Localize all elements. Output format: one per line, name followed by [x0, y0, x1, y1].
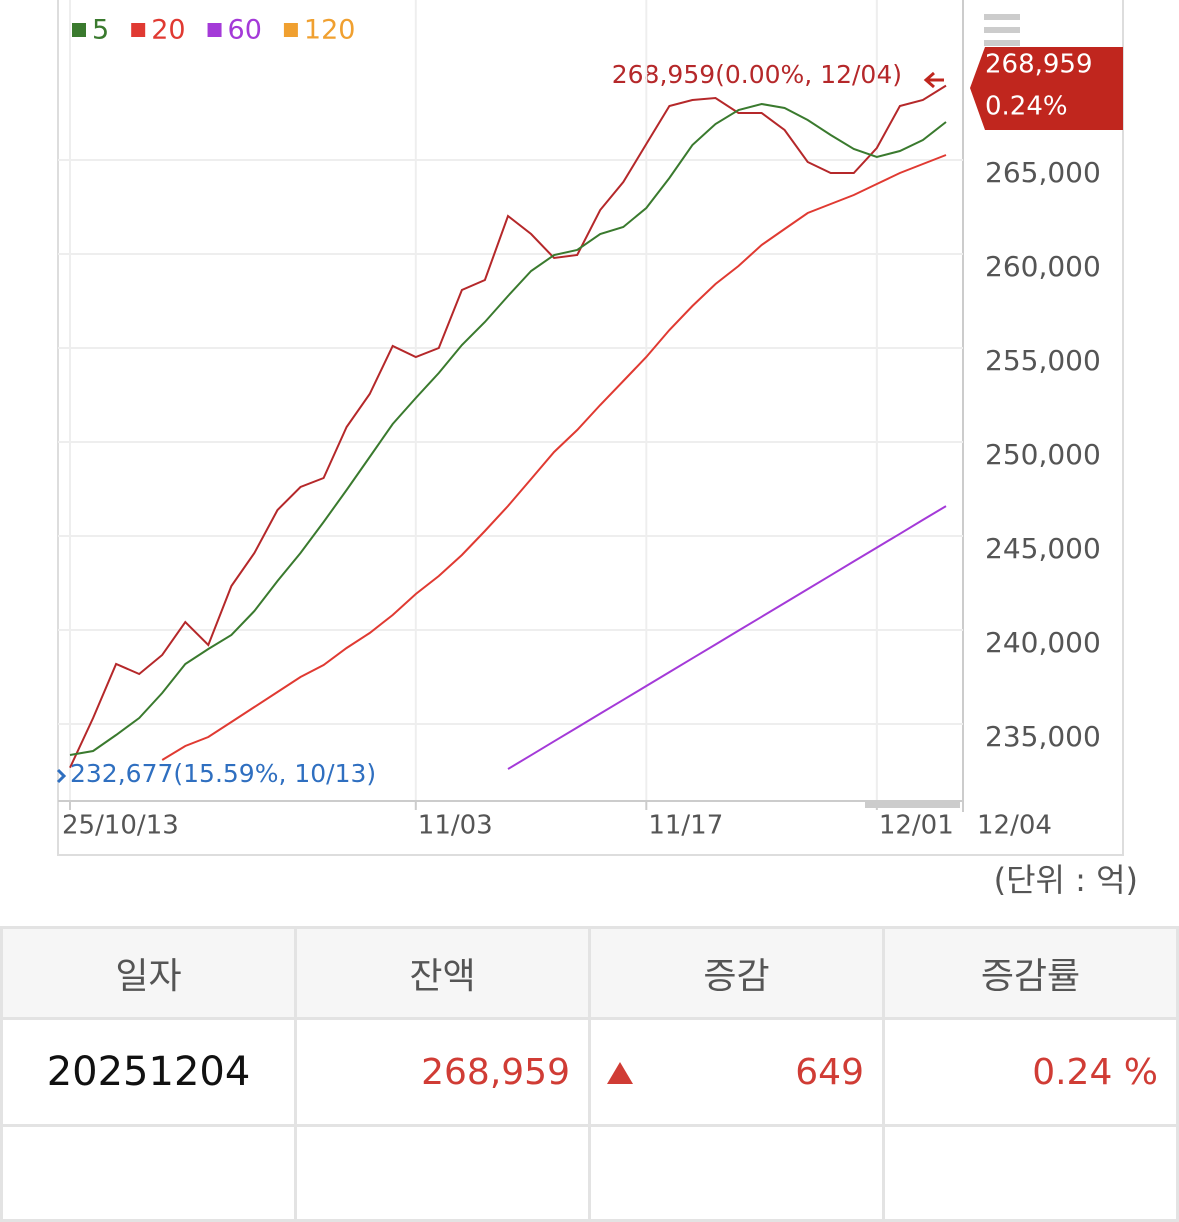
data-table: 일자 잔액 증감 증감률 20251204 268,959 649 0.24 %	[0, 926, 1179, 1222]
series-line	[69, 84, 947, 769]
date-cell: 20251204	[0, 1017, 297, 1127]
empty-cell	[0, 1124, 297, 1222]
menu-icon[interactable]	[984, 14, 1020, 46]
legend-label: 20	[151, 15, 185, 46]
chart: 268,959 0.24% 268,959(0.00%, 12/04) 232,…	[56, 0, 1138, 899]
y-tick-label: 255,000	[985, 344, 1101, 377]
series-line	[507, 505, 947, 770]
y-tick-label: 240,000	[985, 626, 1101, 659]
scrollbar[interactable]	[865, 802, 960, 808]
change-cell: 649	[588, 1017, 885, 1127]
header-cell: 잔액	[294, 926, 591, 1020]
legend-label: 120	[304, 15, 356, 46]
max-annotation: 268,959(0.00%, 12/04)	[612, 60, 902, 89]
menu-bar	[984, 40, 1020, 46]
series-line	[161, 154, 947, 761]
annotation-arrow	[923, 71, 944, 89]
price-tag-value: 268,959	[985, 50, 1093, 80]
min-annotation: 232,677(15.59%, 10/13)	[70, 759, 376, 788]
y-tick-label: 260,000	[985, 250, 1101, 283]
unit-label: (단위 : 억)	[994, 861, 1138, 899]
legend-label: 5	[92, 15, 109, 46]
empty-cell	[294, 1124, 591, 1222]
y-tick-label: 235,000	[985, 720, 1101, 753]
legend-swatch	[131, 23, 146, 37]
y-tick-label: 245,000	[985, 532, 1101, 565]
legend-swatch	[207, 23, 222, 37]
series-line	[69, 102, 947, 756]
rate-cell: 0.24 %	[882, 1017, 1179, 1127]
legend-label: 60	[228, 15, 262, 46]
up-triangle	[607, 1062, 633, 1084]
table-row: 20251204 268,959 649 0.24 %	[0, 1017, 1179, 1127]
legend-swatch	[283, 23, 298, 37]
balance-cell: 268,959	[294, 1017, 591, 1127]
x-tick-label: 11/17	[648, 811, 723, 841]
price-tag	[970, 47, 1123, 130]
y-tick-label: 265,000	[985, 156, 1101, 189]
y-tick-label: 250,000	[985, 438, 1101, 471]
x-tick-label: 11/03	[418, 811, 493, 841]
legend-swatch	[72, 23, 86, 37]
header-cell: 일자	[0, 926, 297, 1020]
empty-cell	[588, 1124, 885, 1222]
chart-frame	[57, 0, 1124, 856]
table-header: 일자 잔액 증감 증감률	[0, 926, 1179, 1020]
header-cell: 증감률	[882, 926, 1179, 1020]
empty-cell	[882, 1124, 1179, 1222]
change-value: 649	[795, 1051, 864, 1093]
price-tag-change: 0.24%	[985, 92, 1068, 122]
menu-bar	[984, 27, 1020, 33]
header-cell: 증감	[588, 926, 885, 1020]
x-tick-label: 25/10/13	[62, 811, 179, 841]
annotation-arrow	[56, 768, 67, 784]
menu-bar	[984, 14, 1020, 20]
x-tick-label: 12/01	[879, 811, 954, 841]
x-tick-label: 12/04	[977, 811, 1052, 841]
table-row	[0, 1124, 1179, 1222]
